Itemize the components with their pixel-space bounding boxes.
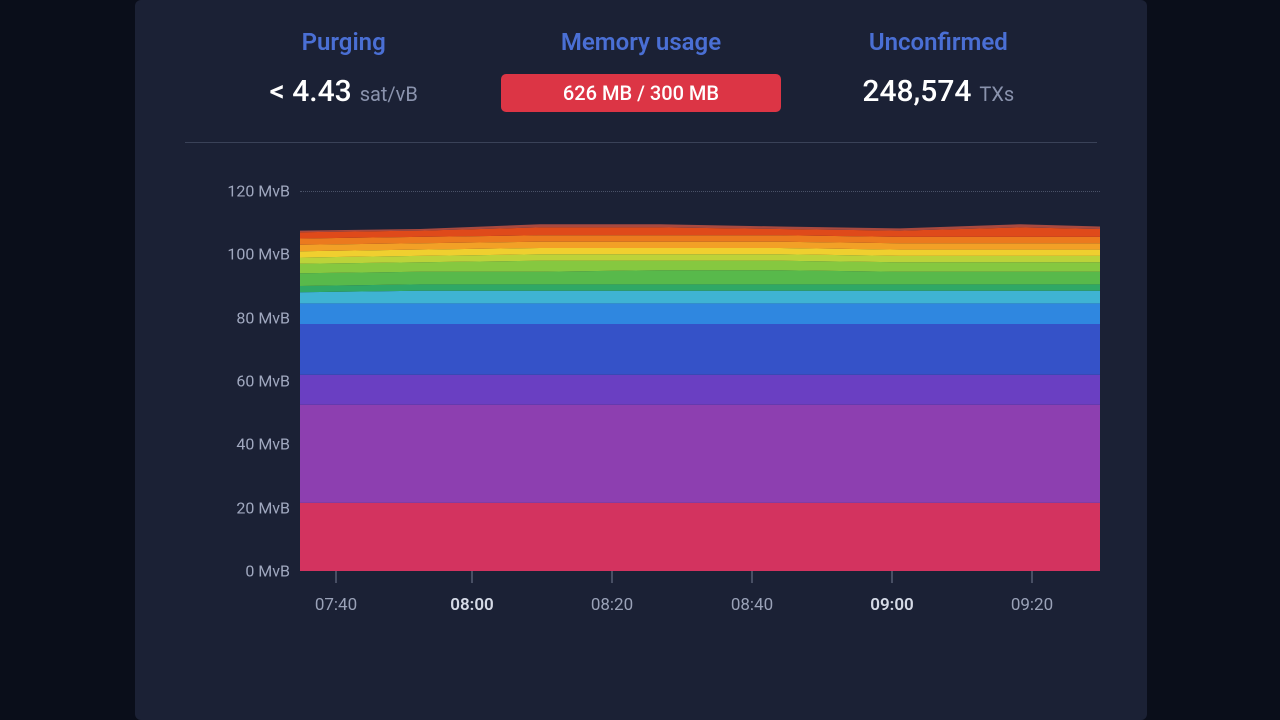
purging-value-line: < 4.43 sat/vB: [195, 74, 492, 109]
x-tick-mark: [1032, 571, 1033, 583]
purging-title: Purging: [195, 28, 492, 56]
area-band-4: [300, 324, 1100, 375]
x-tick-mark: [336, 571, 337, 583]
purging-unit: sat/vB: [360, 82, 418, 106]
area-band-6: [300, 291, 1100, 304]
memory-title: Memory usage: [492, 28, 789, 56]
stats-row: Purging < 4.43 sat/vB Memory usage 626 M…: [185, 28, 1097, 143]
x-tick-label: 08:40: [731, 595, 773, 615]
y-tick-label: 100 MvB: [227, 245, 290, 264]
x-tick-label: 07:40: [315, 595, 357, 615]
x-axis: 07:40 08:00 08:20 08:40 09:00 09:20: [300, 571, 1100, 641]
x-tick-mark: [612, 571, 613, 583]
gridline-top: [300, 191, 1100, 192]
mempool-panel: Purging < 4.43 sat/vB Memory usage 626 M…: [135, 0, 1147, 720]
x-tick-mark: [472, 571, 473, 583]
area-band-5: [300, 303, 1100, 324]
x-tick-label: 08:20: [591, 595, 633, 615]
purging-value: < 4.43: [269, 74, 351, 109]
unconfirmed-title: Unconfirmed: [790, 28, 1087, 56]
unconfirmed-value: 248,574: [862, 74, 971, 109]
x-tick-label: 09:20: [1011, 595, 1053, 615]
x-tick-label: 08:00: [450, 595, 493, 615]
y-tick-label: 60 MvB: [236, 372, 290, 391]
y-tick-label: 20 MvB: [236, 498, 290, 517]
memory-bar-text: 626 MB / 300 MB: [501, 74, 781, 112]
unconfirmed-value-line: 248,574 TXs: [790, 74, 1087, 109]
x-tick-mark: [892, 571, 893, 583]
area-band-1: [300, 503, 1100, 571]
unconfirmed-unit: TXs: [979, 82, 1014, 106]
x-tick-mark: [752, 571, 753, 583]
chart-plot: [300, 191, 1100, 571]
y-tick-label: 40 MvB: [236, 435, 290, 454]
y-tick-label: 120 MvB: [227, 182, 290, 201]
area-band-2: [300, 405, 1100, 503]
chart-svg: [300, 191, 1100, 571]
area-band-8: [300, 270, 1100, 286]
purging-block: Purging < 4.43 sat/vB: [195, 28, 492, 109]
x-tick-label: 09:00: [870, 595, 913, 615]
unconfirmed-block: Unconfirmed 248,574 TXs: [790, 28, 1087, 109]
memory-bar: 626 MB / 300 MB: [492, 74, 789, 112]
y-axis: 0 MvB20 MvB40 MvB60 MvB80 MvB100 MvB120 …: [185, 191, 290, 571]
y-tick-label: 80 MvB: [236, 308, 290, 327]
area-band-3: [300, 375, 1100, 405]
mempool-chart: 0 MvB20 MvB40 MvB60 MvB80 MvB100 MvB120 …: [185, 191, 1097, 661]
memory-block: Memory usage 626 MB / 300 MB: [492, 28, 789, 112]
y-tick-label: 0 MvB: [245, 562, 290, 581]
